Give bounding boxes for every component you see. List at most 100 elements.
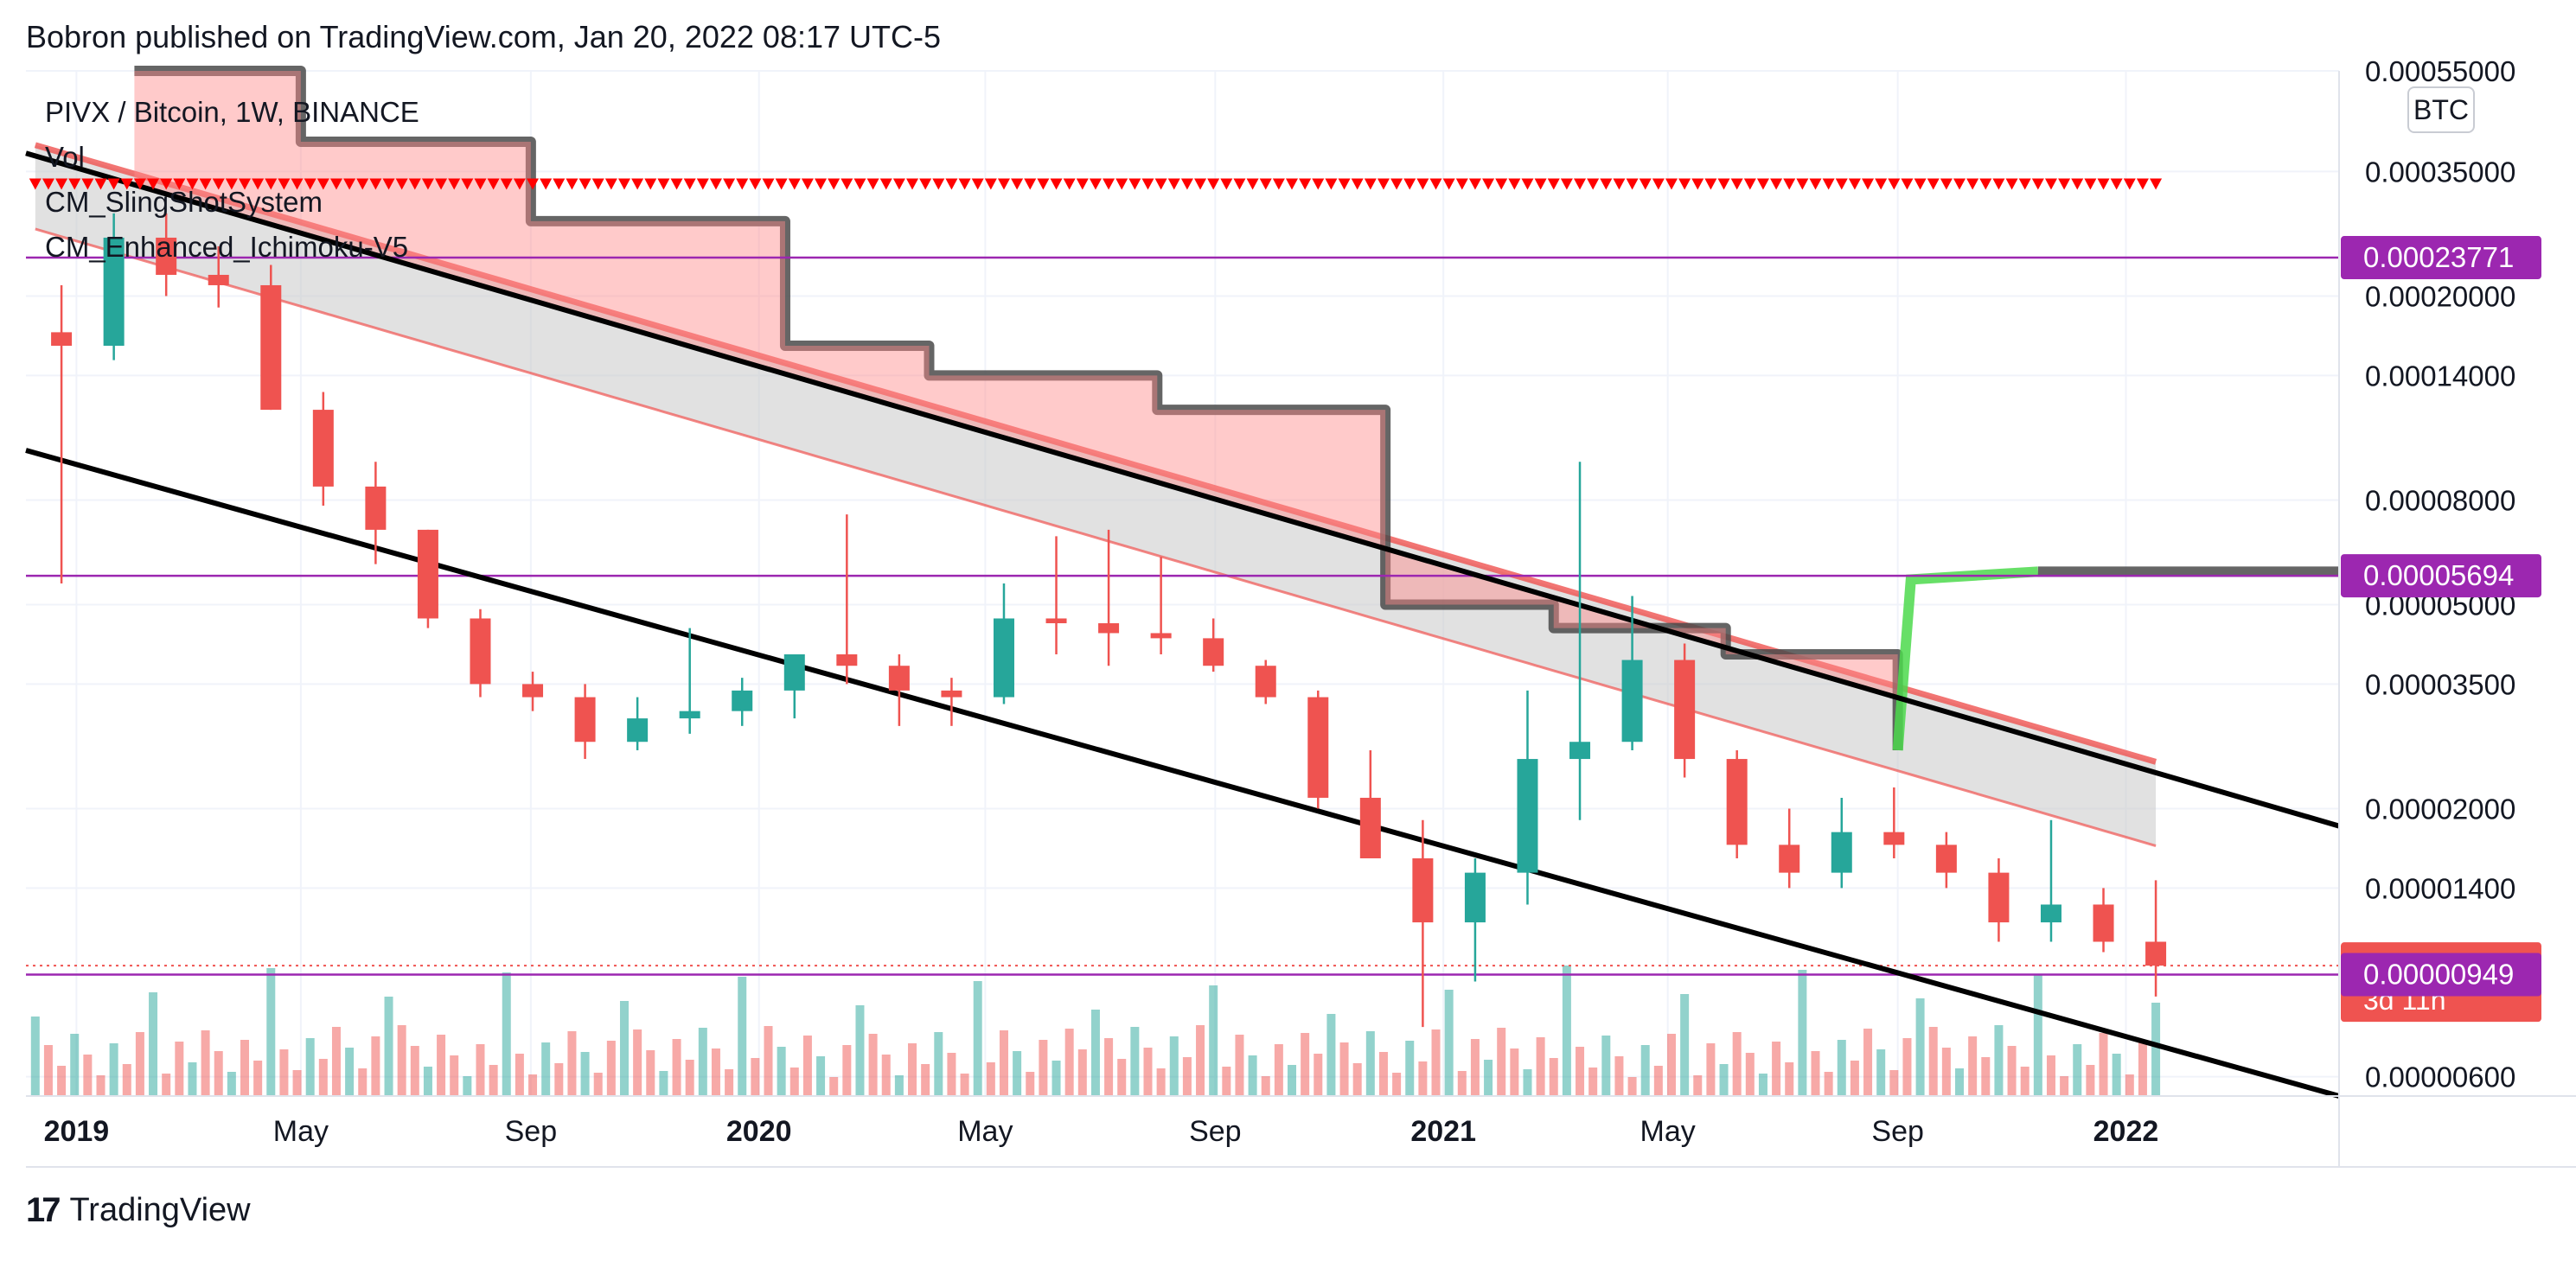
volume-bar <box>1405 1041 1414 1096</box>
volume-bar <box>921 1064 930 1096</box>
sell-signal-marker <box>1810 179 1822 190</box>
tradingview-logo-icon[interactable]: 17 <box>26 1191 58 1230</box>
volume-bar <box>1117 1059 1126 1096</box>
sell-signal-marker <box>1128 179 1141 190</box>
volume-bar <box>1851 1061 1859 1096</box>
volume-bar <box>44 1045 53 1096</box>
volume-bar <box>1942 1048 1951 1096</box>
candle-body <box>1465 873 1486 922</box>
y-tick-label: 0.00002000 <box>2365 794 2515 825</box>
candle-body <box>1203 638 1224 666</box>
volume-bar <box>489 1065 498 1096</box>
volume-bar <box>2100 1033 2108 1096</box>
candle-body <box>418 530 438 619</box>
sell-signal-marker <box>1247 179 1259 190</box>
sell-signal-marker <box>605 179 617 190</box>
sell-signal-marker <box>592 179 604 190</box>
volume-bar <box>947 1053 956 1096</box>
sell-signal-marker <box>1299 179 1311 190</box>
brand-name[interactable]: TradingView <box>70 1192 251 1229</box>
sell-signal-marker <box>985 179 997 190</box>
sell-signal-marker <box>880 179 892 190</box>
volume-bar <box>1733 1032 1742 1096</box>
sell-signal-marker <box>1940 179 1953 190</box>
volume-bar <box>1588 1068 1597 1096</box>
volume-bar <box>1981 1057 1990 1096</box>
sell-signal-marker <box>1115 179 1128 190</box>
volume-bar <box>2138 1042 2147 1096</box>
sell-signal-marker <box>1403 179 1416 190</box>
sell-signal-marker <box>2019 179 2031 190</box>
volume-bar <box>1183 1057 1192 1096</box>
candle-body <box>260 285 281 410</box>
volume-bar <box>1143 1048 1152 1096</box>
volume-bar <box>751 1058 759 1096</box>
volume-bar <box>1628 1077 1637 1096</box>
candles <box>51 214 2166 1027</box>
volume-bar <box>123 1064 131 1096</box>
horizontal-lines <box>26 258 2339 974</box>
sell-signal-marker <box>2098 179 2110 190</box>
volume-bar <box>293 1070 302 1096</box>
sell-signal-marker <box>802 179 814 190</box>
volume-bar <box>1720 1064 1729 1096</box>
candle-body <box>1883 832 1904 845</box>
volume-bar <box>1484 1060 1493 1096</box>
volume-bar <box>1916 998 1925 1096</box>
volume-bar <box>1889 1070 1898 1096</box>
sell-signal-marker <box>815 179 827 190</box>
sell-signal-marker <box>1456 179 1468 190</box>
sell-signal-marker <box>2058 179 2070 190</box>
volume-bar <box>437 1035 445 1096</box>
sell-signal-marker <box>1823 179 1835 190</box>
sell-signal-marker <box>736 179 748 190</box>
volume-bar <box>1523 1069 1531 1096</box>
sell-signal-marker <box>1914 179 1927 190</box>
volume-bar <box>686 1060 694 1096</box>
chart-legend: PIVX / Bitcoin, 1W, BINANCE Vol CM_Sling… <box>45 90 419 270</box>
sell-signal-marker <box>828 179 840 190</box>
volume-bar <box>110 1043 118 1096</box>
sell-signal-marker <box>2045 179 2057 190</box>
legend-indicator-ichimoku[interactable]: CM_Enhanced_Ichimoku-V5 <box>45 225 419 270</box>
legend-symbol[interactable]: PIVX / Bitcoin, 1W, BINANCE <box>45 90 419 135</box>
sell-signal-marker <box>1194 179 1206 190</box>
volume-bar <box>1379 1052 1388 1096</box>
volume-bar <box>1576 1047 1584 1096</box>
volume-bar <box>1353 1063 1362 1096</box>
legend-indicator-vol[interactable]: Vol <box>45 135 419 180</box>
volume-bar <box>188 1062 196 1096</box>
volume-bar <box>2060 1076 2068 1096</box>
volume-bar <box>279 1049 288 1096</box>
candle-body <box>1046 618 1067 623</box>
price-label-text: 0.00005694 <box>2363 559 2514 591</box>
volume-bar <box>1091 1010 1100 1096</box>
sell-signal-marker <box>1783 179 1795 190</box>
sell-signal-marker <box>1678 179 1691 190</box>
candle-body <box>575 698 596 743</box>
volume-bar <box>1013 1051 1021 1096</box>
candle-body <box>941 691 962 698</box>
sell-signal-marker <box>893 179 905 190</box>
sell-signal-marker <box>1561 179 1573 190</box>
sell-signal-marker <box>932 179 944 190</box>
sell-signal-marker <box>710 179 722 190</box>
volume-bar <box>96 1075 105 1096</box>
candle-body <box>889 666 910 691</box>
sell-signal-marker <box>1416 179 1429 190</box>
legend-indicator-slingshot[interactable]: CM_SlingShotSystem <box>45 180 419 225</box>
volume-bar <box>1667 1034 1676 1096</box>
sell-signal-marker <box>2084 179 2096 190</box>
sell-signal-marker <box>579 179 591 190</box>
y-tick-label: 0.00003500 <box>2365 668 2515 700</box>
volume-bar <box>1418 1061 1427 1096</box>
currency-badge[interactable]: BTC <box>2407 86 2475 133</box>
volume-bar <box>1000 1030 1008 1096</box>
y-tick-label: 0.00001400 <box>2365 872 2515 904</box>
candle-body <box>1779 845 1799 872</box>
sell-signal-marker <box>1548 179 1560 190</box>
sell-signal-marker <box>1260 179 1272 190</box>
volume-bar <box>240 1040 249 1096</box>
candle-body <box>836 654 857 666</box>
sell-signal-marker <box>1141 179 1154 190</box>
